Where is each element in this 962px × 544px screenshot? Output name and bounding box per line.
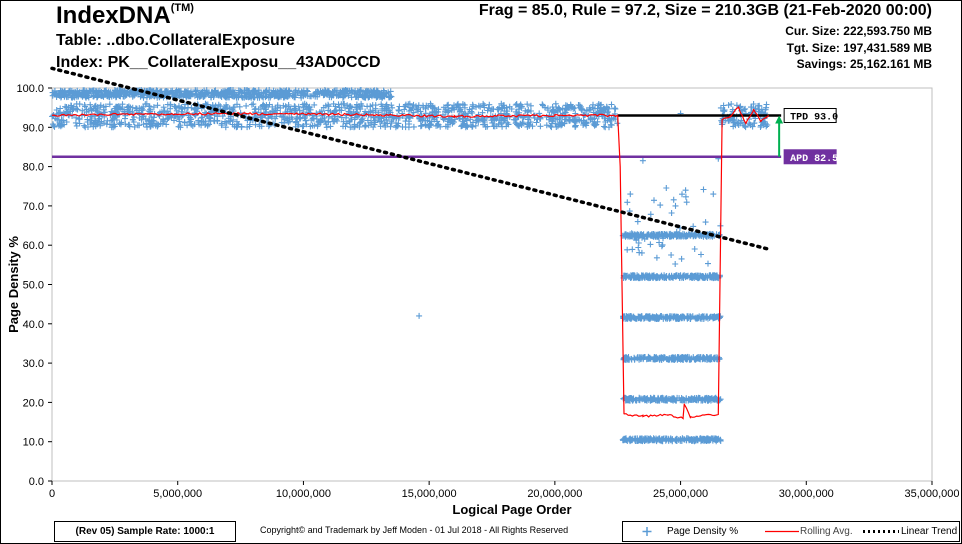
y-tick-label: 30.0 — [23, 358, 44, 370]
x-tick-label: 30,000,000 — [779, 488, 834, 500]
y-tick-label: 50.0 — [23, 280, 44, 292]
frag-stats: Frag = 85.0, Rule = 97.2, Size = 210.3GB… — [478, 2, 932, 19]
gap-arrow-head — [775, 115, 784, 124]
target-size: Tgt. Size: 197,431.589 MB — [786, 41, 932, 55]
legend: Page Density % Rolling Avg. Linear Trend — [622, 521, 960, 542]
x-tick-label: 5,000,000 — [153, 488, 202, 500]
legend-label-points: Page Density % — [667, 526, 739, 537]
revision-text: (Rev 05) Sample Rate: 1000:1 — [75, 526, 215, 537]
trademark-mark: (TM) — [170, 2, 194, 14]
y-tick-label: 90.0 — [23, 122, 44, 134]
y-tick-label: 70.0 — [23, 201, 44, 213]
x-tick-label: 0 — [49, 488, 55, 500]
y-tick-label: 40.0 — [23, 319, 44, 331]
y-tick-label: 10.0 — [23, 437, 44, 449]
x-tick-label: 35,000,000 — [904, 488, 959, 500]
index-name: Index: PK__CollateralExposu__43AD0CCD — [56, 54, 381, 71]
legend-marker-trend — [863, 530, 899, 533]
scatter-points — [49, 87, 771, 445]
x-tick-label: 10,000,000 — [276, 488, 331, 500]
apd-line-label-box — [783, 149, 837, 165]
legend-label-trend: Linear Trend — [901, 526, 958, 537]
legend-marker-points — [642, 527, 652, 536]
linear-trend-line — [50, 66, 771, 251]
tpd-line-label-box — [783, 108, 837, 124]
savings: Savings: 25,162.161 MB — [796, 57, 932, 71]
x-tick-label: 25,000,000 — [653, 488, 708, 500]
x-axis-title: Logical Page Order — [452, 502, 571, 517]
apd-line-label: APD 82.5 — [790, 154, 838, 165]
rolling-avg-line — [51, 106, 770, 420]
y-tick-label: 60.0 — [23, 240, 44, 252]
y-tick-label: 80.0 — [23, 162, 44, 174]
current-size: Cur. Size: 222,593.750 MB — [785, 24, 932, 38]
y-tick-label: 0.0 — [29, 476, 44, 488]
x-tick-label: 20,000,000 — [527, 488, 582, 500]
copyright-text: Copyright© and Trademark by Jeff Moden -… — [260, 525, 569, 535]
y-tick-label: 100.0 — [16, 83, 44, 95]
tpd-line-label: TPD 93.0 — [790, 113, 838, 124]
app-title: IndexDNA(TM) — [56, 2, 194, 29]
revision-box: (Rev 05) Sample Rate: 1000:1 — [54, 521, 236, 542]
plot-area — [51, 87, 933, 482]
table-name: Table: ..dbo.CollateralExposure — [56, 32, 295, 49]
legend-marker-rolling — [765, 530, 799, 533]
page-density-marks — [49, 87, 771, 445]
legend-label-rolling: Rolling Avg. — [800, 526, 853, 537]
y-tick-label: 20.0 — [23, 397, 44, 409]
y-axis-title: Page Density % — [6, 236, 21, 333]
x-tick-label: 15,000,000 — [402, 488, 457, 500]
